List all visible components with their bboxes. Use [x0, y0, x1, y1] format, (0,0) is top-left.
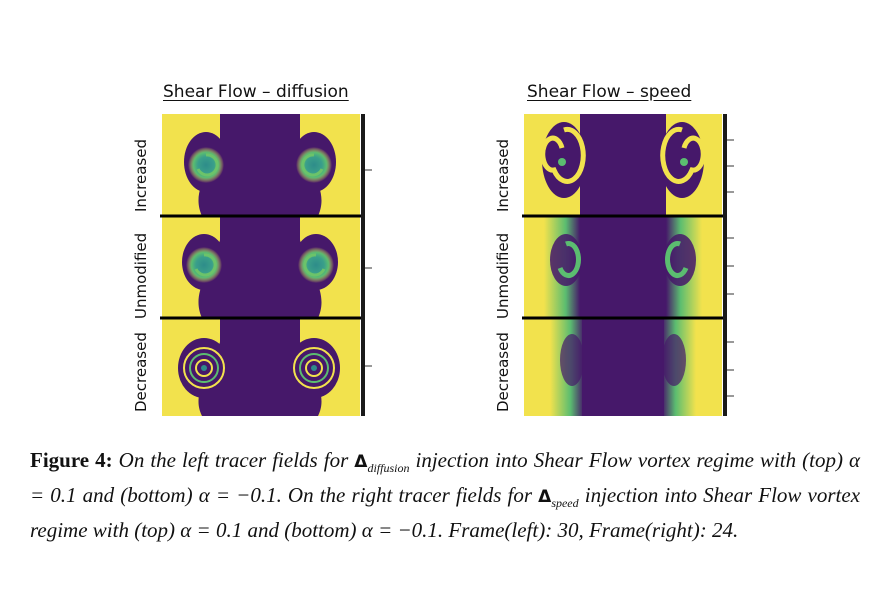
right-label-unmodified: Unmodified — [494, 232, 512, 319]
right-row-decreased — [524, 318, 722, 416]
delta-symbol-2: Δ — [538, 487, 552, 508]
left-label-increased: Increased — [132, 138, 150, 212]
left-row-labels: Decreased Unmodified Increased — [132, 112, 152, 412]
left-row-decreased — [162, 318, 360, 416]
figure-caption: Figure 4: On the left tracer fields for … — [30, 447, 860, 544]
caption-part-3: injection into Shear Flow vortex regime … — [30, 483, 861, 543]
left-row-unmodified — [162, 216, 360, 318]
right-row-increased — [524, 114, 722, 216]
right-row-unmodified — [524, 216, 722, 318]
left-label-decreased: Decreased — [132, 332, 150, 412]
left-row-increased — [162, 114, 360, 216]
right-label-increased: Increased — [494, 138, 512, 212]
subscript-speed: speed — [551, 496, 579, 511]
delta-symbol-1: Δ — [354, 452, 368, 472]
right-panel-title: Shear Flow – speed — [527, 82, 692, 102]
figure-label: Figure 4: — [30, 448, 113, 472]
caption-part-1: On the left tracer fields for — [118, 448, 349, 472]
left-tracer-figure — [160, 114, 372, 416]
subscript-diffusion: diffusion — [367, 461, 410, 476]
left-panel-title: Shear Flow – diffusion — [163, 82, 349, 102]
caption-part-2: injection into Shear Flow vortex regime … — [30, 448, 861, 508]
right-row-labels: Decreased Unmodified Increased — [494, 112, 514, 412]
right-label-decreased: Decreased — [494, 332, 512, 412]
right-tracer-figure — [522, 114, 734, 416]
left-label-unmodified: Unmodified — [132, 232, 150, 319]
